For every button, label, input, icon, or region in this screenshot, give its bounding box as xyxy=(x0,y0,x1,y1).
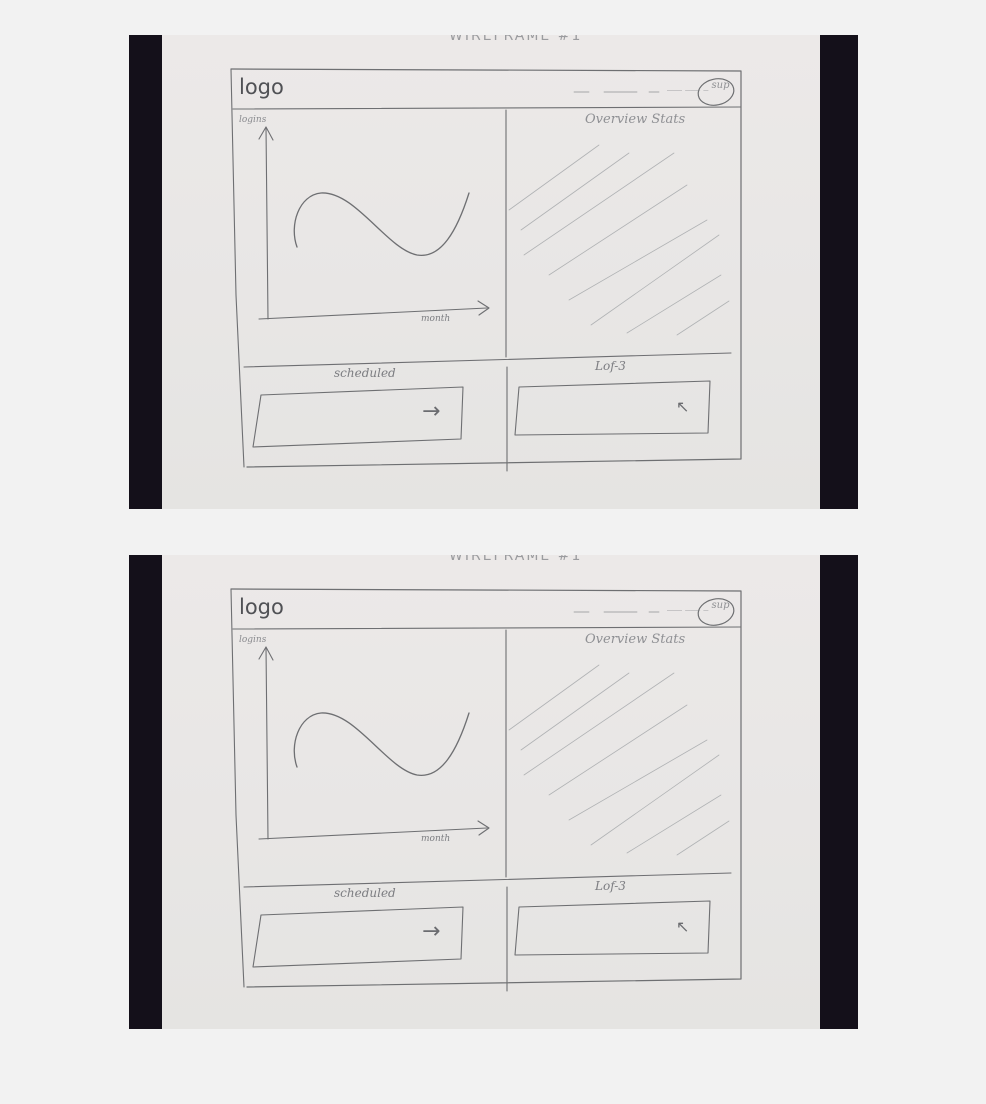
chart-x-label: month xyxy=(421,834,451,844)
wireframe-sketch xyxy=(230,588,742,992)
arrow-right-icon: → xyxy=(422,919,441,944)
overview-title: Overview Stats xyxy=(585,112,686,127)
arrow-up-left-icon: ↖ xyxy=(676,397,690,416)
scheduled-label: scheduled xyxy=(334,366,396,380)
paper-sheet xyxy=(162,35,820,509)
wireframe-title: WIREFRAME #1 xyxy=(449,35,583,44)
paper-sheet xyxy=(162,555,820,1029)
logo-label: logo xyxy=(239,595,284,619)
right-panel-label: Lof-3 xyxy=(595,879,626,893)
scheduled-label: scheduled xyxy=(334,886,396,900)
wireframe-title: WIREFRAME #1 xyxy=(449,555,583,564)
chart-y-label: logins xyxy=(239,115,267,125)
arrow-right-icon: → xyxy=(422,399,441,424)
arrow-up-left-icon: ↖ xyxy=(676,917,690,936)
wireframe-sketch xyxy=(230,68,742,472)
nav-label: ___ ___ _ sup xyxy=(667,80,730,91)
logo-label: logo xyxy=(239,75,284,99)
overview-title: Overview Stats xyxy=(585,632,686,647)
chart-y-label: logins xyxy=(239,635,267,645)
wireframe-photo-1: WIREFRAME #1 logo ___ ___ _ sup logins O… xyxy=(129,35,858,509)
nav-label: ___ ___ _ sup xyxy=(667,600,730,611)
wireframe-photo-2: WIREFRAME #1 logo ___ ___ _ sup logins O… xyxy=(129,555,858,1029)
right-panel-label: Lof-3 xyxy=(595,359,626,373)
chart-x-label: month xyxy=(421,314,451,324)
